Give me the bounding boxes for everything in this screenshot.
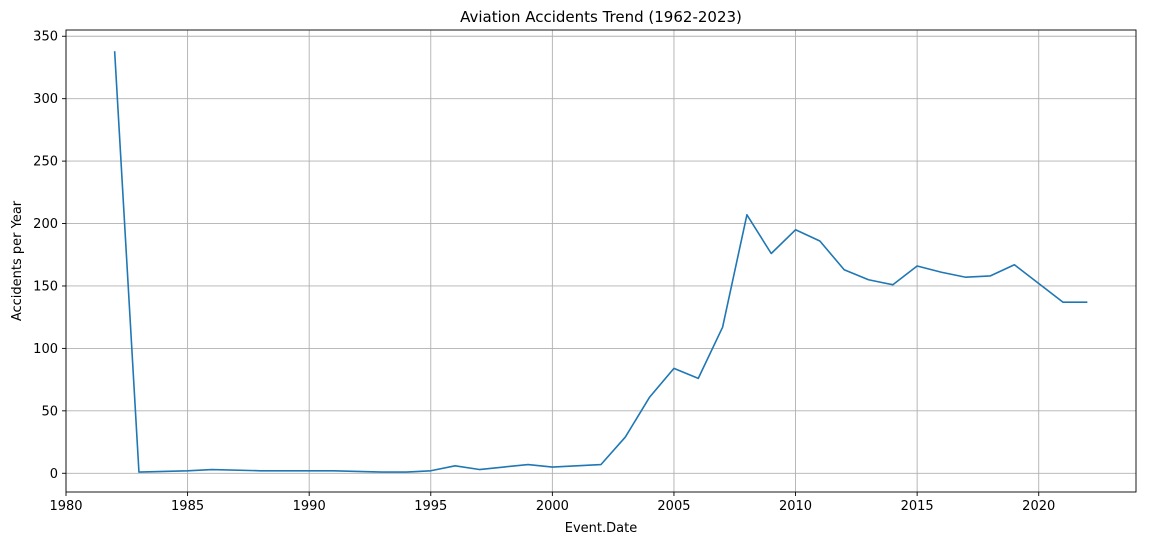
x-tick-label: 1980 (49, 499, 82, 514)
x-tick-label: 2020 (1022, 499, 1055, 514)
x-tick-label: 1985 (171, 499, 204, 514)
chart-title: Aviation Accidents Trend (1962-2023) (460, 8, 742, 26)
y-tick-label: 100 (33, 342, 58, 357)
axis-ticks: 1980 1985 1990 1995 2000 2005 2010 2015 2020 0 50 1… (33, 30, 1055, 514)
grid-lines (65, 30, 1136, 492)
x-tick-label: 1990 (293, 499, 326, 514)
y-tick-label: 0 (50, 467, 58, 482)
series-lines (113, 51, 1088, 473)
y-axis-label: Accidents per Year (10, 200, 25, 321)
y-tick-label: 350 (33, 30, 58, 45)
x-tick-label: 1995 (414, 499, 447, 514)
plot-frame (65, 29, 1137, 493)
y-tick-label: 50 (41, 404, 58, 419)
y-tick-label: 300 (33, 92, 58, 107)
x-tick-label: 2005 (657, 499, 690, 514)
y-tick-label: 250 (33, 155, 58, 170)
y-tick-label: 200 (33, 217, 58, 232)
x-tick-label: 2010 (779, 499, 812, 514)
series-line (113, 51, 1088, 473)
x-axis-label: Event.Date (565, 521, 637, 536)
x-tick-label: 2000 (536, 499, 569, 514)
x-tick-label: 2015 (901, 499, 934, 514)
y-tick-label: 150 (33, 279, 58, 294)
